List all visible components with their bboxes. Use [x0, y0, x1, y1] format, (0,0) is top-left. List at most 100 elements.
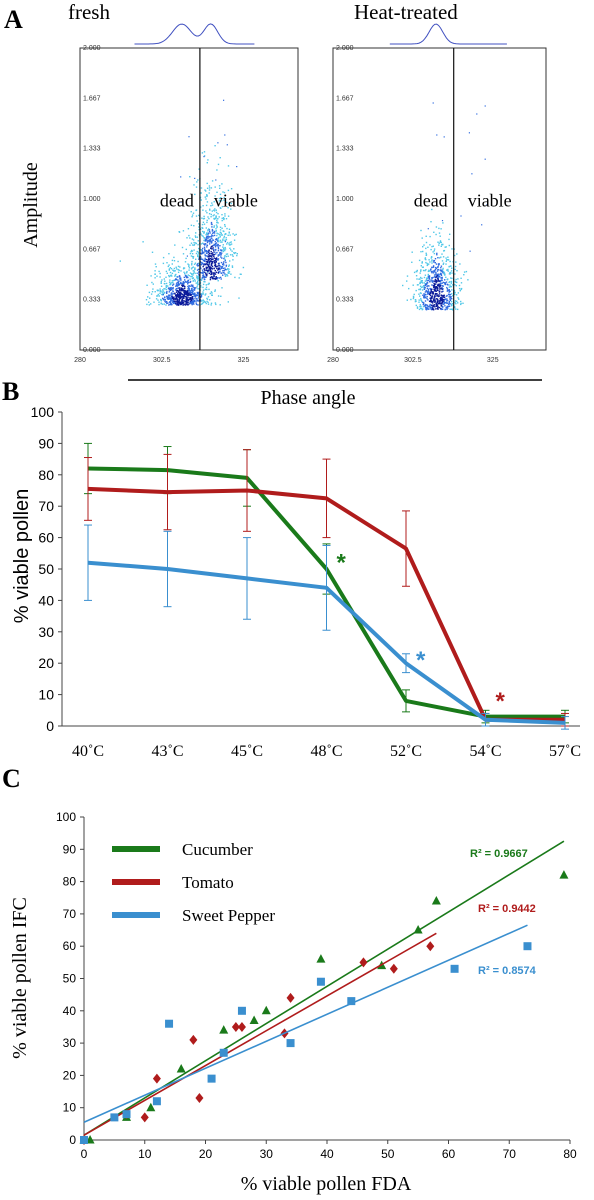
event-dot — [230, 208, 232, 210]
event-dot — [433, 280, 435, 282]
event-dot — [190, 284, 193, 286]
event-dot — [154, 291, 156, 293]
event-dot — [425, 241, 428, 244]
event-dot — [194, 298, 196, 300]
event-dot — [201, 250, 203, 252]
event-dot — [200, 294, 203, 296]
event-dot — [172, 279, 174, 282]
event-dot — [216, 232, 218, 234]
event-dot — [210, 272, 213, 274]
event-dot — [208, 261, 211, 263]
event-dot — [425, 293, 427, 296]
event-dot — [451, 248, 453, 250]
event-dot — [172, 284, 174, 286]
event-dot — [204, 275, 206, 278]
event-dot — [438, 242, 440, 244]
event-dot — [162, 289, 164, 291]
event-dot — [174, 293, 176, 295]
event-dot — [420, 280, 422, 282]
event-dot — [227, 207, 229, 209]
event-dot — [430, 296, 433, 298]
event-dot — [167, 302, 169, 304]
y-tick-label: 20 — [63, 1068, 77, 1082]
event-dot — [208, 192, 210, 194]
event-dot — [192, 256, 195, 258]
event-dot — [195, 295, 197, 298]
event-dot — [210, 221, 213, 224]
event-dot — [443, 294, 445, 296]
event-dot — [198, 294, 200, 297]
event-dot — [433, 301, 436, 303]
event-dot — [180, 300, 183, 302]
event-dot — [221, 219, 223, 222]
event-dot — [208, 228, 210, 230]
event-dot — [209, 266, 211, 268]
event-dot — [205, 227, 207, 229]
event-dot — [220, 266, 222, 268]
event-dot — [193, 241, 195, 244]
event-dot — [173, 270, 175, 272]
event-dot — [207, 265, 210, 267]
event-dot — [185, 303, 187, 305]
event-dot — [217, 233, 219, 235]
event-dot — [178, 280, 180, 283]
event-dot — [439, 275, 441, 278]
event-dot — [169, 303, 171, 306]
event-dot — [223, 99, 225, 101]
event-dot — [150, 293, 153, 295]
event-dot — [458, 287, 461, 290]
event-dot — [160, 302, 162, 305]
event-dot — [166, 272, 168, 274]
x-tick-label: 45˚C — [231, 743, 263, 760]
event-dot — [198, 258, 200, 260]
event-dot — [235, 233, 237, 236]
event-dot — [440, 274, 443, 276]
data-point — [347, 997, 356, 1006]
event-dot — [228, 232, 230, 234]
event-dot — [194, 293, 196, 296]
event-dot — [175, 294, 177, 296]
event-dot — [176, 293, 179, 296]
event-dot — [205, 236, 208, 239]
event-dot — [214, 257, 217, 260]
event-dot — [194, 267, 196, 269]
event-dot — [213, 232, 216, 234]
event-dot — [217, 248, 220, 250]
event-dot — [188, 275, 191, 277]
event-dot — [168, 301, 171, 303]
event-dot — [202, 272, 204, 275]
event-dot — [172, 269, 174, 271]
event-dot — [213, 257, 215, 259]
event-dot — [200, 293, 203, 295]
event-dot — [430, 221, 432, 223]
y-tick-label: 30 — [63, 1036, 77, 1050]
event-dot — [192, 239, 195, 241]
event-dot — [222, 246, 224, 248]
event-dot — [168, 275, 171, 278]
event-dot — [226, 241, 229, 244]
event-dot — [152, 288, 154, 290]
event-dot — [229, 247, 231, 249]
event-dot — [201, 217, 203, 219]
event-dot — [219, 249, 222, 251]
event-dot — [421, 266, 424, 268]
event-dot — [221, 205, 224, 208]
event-dot — [435, 267, 438, 270]
event-dot — [192, 289, 194, 291]
event-dot — [433, 270, 436, 273]
event-dot — [178, 276, 180, 278]
x-tick-label: 52˚C — [390, 743, 422, 760]
event-dot — [441, 282, 443, 284]
event-dot — [438, 302, 440, 304]
event-dot — [436, 134, 438, 136]
event-dot — [215, 238, 218, 240]
event-dot — [169, 287, 171, 289]
event-dot — [212, 258, 214, 260]
event-dot — [178, 301, 180, 304]
event-dot — [426, 295, 428, 298]
event-dot — [197, 252, 200, 254]
event-dot — [427, 288, 430, 291]
data-point — [286, 1039, 295, 1048]
event-dot — [197, 251, 200, 253]
event-dot — [158, 303, 160, 306]
